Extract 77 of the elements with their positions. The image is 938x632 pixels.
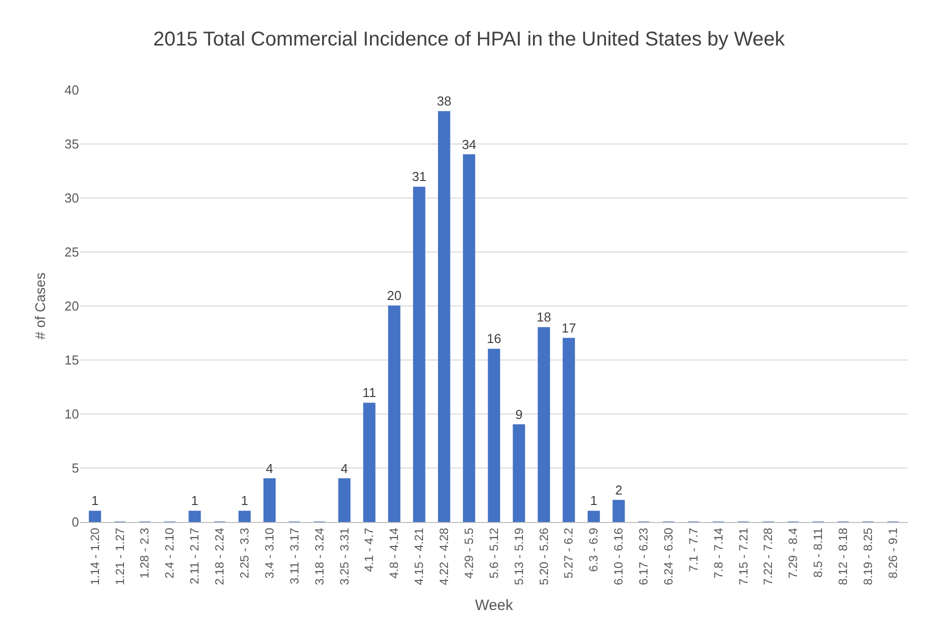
- y-tick-label: 15: [64, 352, 79, 368]
- data-label: 1: [240, 493, 248, 508]
- x-tick-label: 2.11 - 2.17: [188, 527, 202, 584]
- bar: [462, 154, 476, 522]
- x-tick-label: 8.26 - 9.1: [886, 527, 900, 579]
- x-tick-label: 3.11 - 3.17: [287, 527, 302, 584]
- y-tick-label: 40: [64, 82, 79, 98]
- x-tick-label: 1.21 - 1.27: [112, 527, 127, 586]
- bar: [538, 327, 550, 522]
- bar: [238, 510, 251, 522]
- x-tick-label: 7.8 - 7.14: [711, 527, 726, 579]
- x-tick-label: 3.4 - 3.10: [262, 527, 276, 579]
- bar: [338, 478, 350, 522]
- bar: [588, 510, 600, 522]
- data-label: 1: [590, 493, 598, 508]
- bar: [612, 500, 625, 522]
- x-tick-label: 7.1 - 7.7: [686, 527, 700, 572]
- data-label: 4: [266, 460, 274, 476]
- x-tick-label: 6.24 - 6.30: [661, 527, 676, 586]
- bar: [438, 111, 450, 522]
- y-axis-title: # of Cases: [32, 272, 48, 340]
- y-tick-label: 25: [64, 244, 79, 260]
- data-label: 38: [436, 94, 452, 109]
- y-tick-label: 0: [72, 514, 79, 530]
- x-tick-label: 4.15 - 4.21: [412, 527, 426, 586]
- x-tick-label: 7.15 - 7.21: [736, 527, 750, 586]
- data-label: 1: [91, 493, 99, 508]
- x-tick-label: 7.22 - 7.28: [761, 527, 776, 586]
- data-label: 1: [191, 493, 198, 508]
- x-tick-label: 6.17 - 6.23: [636, 527, 651, 586]
- x-tick-label: 5.27 - 6.2: [562, 527, 576, 579]
- x-tick-label: 4.8 - 4.14: [387, 527, 402, 579]
- x-tick-label: 5.13 - 5.19: [512, 527, 526, 586]
- data-label: 34: [462, 136, 476, 152]
- x-tick-label: 1.14 - 1.20: [88, 527, 102, 586]
- x-tick-label: 2.25 - 3.3: [238, 527, 252, 579]
- data-label: 4: [340, 460, 348, 476]
- bar: [88, 510, 102, 522]
- data-label: 11: [362, 385, 376, 400]
- bar: [488, 348, 500, 522]
- x-tick-label: 4.29 - 5.5: [462, 527, 476, 579]
- data-label: 16: [486, 331, 502, 346]
- x-tick-label: 5.20 - 5.26: [536, 527, 551, 586]
- data-label: 2: [615, 482, 622, 498]
- data-label: 31: [412, 169, 426, 184]
- x-tick-label: 8.12 - 8.18: [836, 527, 850, 586]
- x-tick-label: 3.25 - 3.31: [337, 527, 352, 586]
- bar: [263, 478, 276, 522]
- chart-title: 2015 Total Commercial Incidence of HPAI in the United States by Week: [153, 28, 786, 51]
- x-tick-label: 8.19 - 8.25: [861, 527, 875, 586]
- x-tick-label: 7.29 - 8.4: [786, 527, 800, 579]
- y-tick-label: 10: [64, 406, 79, 422]
- x-tick-label: 6.3 - 6.9: [586, 527, 601, 572]
- y-tick-label: 30: [64, 190, 79, 206]
- x-tick-label: 6.10 - 6.16: [612, 527, 626, 586]
- y-tick-label: 20: [64, 298, 79, 314]
- data-label: 18: [536, 310, 552, 325]
- bar: [188, 510, 201, 522]
- x-tick-label: 2.18 - 2.24: [212, 527, 227, 586]
- data-label: 20: [387, 288, 402, 303]
- x-tick-label: 4.22 - 4.28: [437, 527, 452, 586]
- data-label: 17: [562, 320, 576, 336]
- bar: [388, 306, 400, 522]
- y-tick-label: 5: [72, 460, 79, 476]
- bar: [512, 424, 526, 522]
- data-label: 9: [515, 406, 523, 422]
- x-tick-label: 8.5 - 8.11: [811, 527, 826, 578]
- x-tick-label: 3.18 - 3.24: [312, 527, 326, 586]
- x-tick-label: 2.4 - 2.10: [162, 527, 177, 579]
- bar: [562, 338, 575, 522]
- x-tick-label: 5.6 - 5.12: [486, 527, 501, 579]
- y-tick-label: 35: [64, 136, 79, 152]
- x-tick-label: 4.1 - 4.7: [362, 527, 376, 572]
- bar: [363, 402, 376, 522]
- bar: [413, 186, 426, 522]
- x-tick-label: 1.28 - 2.3: [138, 527, 152, 579]
- x-axis-title: Week: [474, 597, 514, 614]
